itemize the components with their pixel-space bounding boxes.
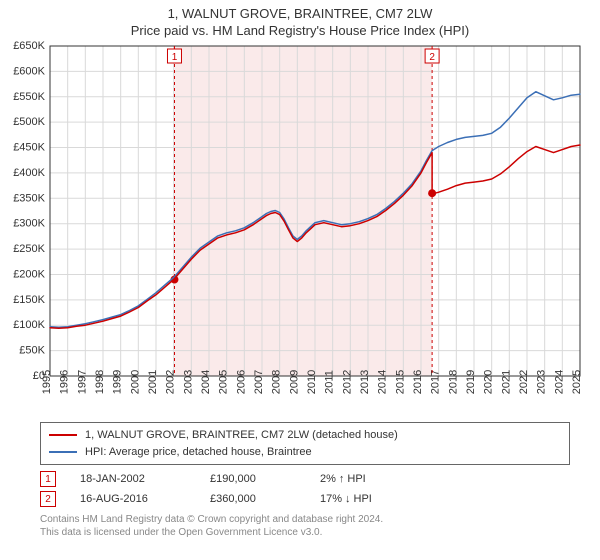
legend-swatch <box>49 434 77 436</box>
svg-text:£50K: £50K <box>19 345 45 357</box>
svg-text:2011: 2011 <box>324 370 336 394</box>
svg-text:£150K: £150K <box>13 294 45 306</box>
svg-text:2017: 2017 <box>430 370 442 394</box>
svg-text:2007: 2007 <box>253 370 265 394</box>
svg-text:1997: 1997 <box>76 370 88 394</box>
price-chart: £0£50K£100K£150K£200K£250K£300K£350K£400… <box>0 38 600 418</box>
svg-text:1996: 1996 <box>59 370 71 394</box>
svg-text:1998: 1998 <box>94 370 106 394</box>
sale-marker-number: 2 <box>40 491 56 507</box>
svg-text:2015: 2015 <box>394 370 406 394</box>
title-address: 1, WALNUT GROVE, BRAINTREE, CM7 2LW <box>0 6 600 21</box>
svg-text:£400K: £400K <box>13 167 45 179</box>
svg-text:2016: 2016 <box>412 370 424 394</box>
svg-text:£350K: £350K <box>13 192 45 204</box>
svg-text:2008: 2008 <box>271 370 283 394</box>
svg-text:£250K: £250K <box>13 243 45 255</box>
legend: 1, WALNUT GROVE, BRAINTREE, CM7 2LW (det… <box>40 422 570 465</box>
svg-text:2003: 2003 <box>182 370 194 394</box>
svg-text:1: 1 <box>172 52 178 63</box>
chart-svg: £0£50K£100K£150K£200K£250K£300K£350K£400… <box>0 38 600 418</box>
legend-item: 1, WALNUT GROVE, BRAINTREE, CM7 2LW (det… <box>49 427 561 444</box>
svg-text:£550K: £550K <box>13 91 45 103</box>
sale-date: 18-JAN-2002 <box>80 473 210 485</box>
svg-text:£300K: £300K <box>13 218 45 230</box>
svg-text:£450K: £450K <box>13 142 45 154</box>
svg-text:2012: 2012 <box>341 370 353 394</box>
svg-text:2021: 2021 <box>500 370 512 394</box>
sale-hpi-diff: 17%↓HPI <box>320 493 372 505</box>
svg-text:2020: 2020 <box>483 370 495 394</box>
sale-records: 1 18-JAN-2002£190,0002%↑HPI 2 16-AUG-2016£3… <box>40 471 570 507</box>
svg-text:2019: 2019 <box>465 370 477 394</box>
svg-text:2018: 2018 <box>447 370 459 394</box>
svg-text:2006: 2006 <box>235 370 247 394</box>
svg-text:£500K: £500K <box>13 116 45 128</box>
legend-item: HPI: Average price, detached house, Brai… <box>49 444 561 461</box>
svg-text:2022: 2022 <box>518 370 530 394</box>
arrow-down-icon: ↓ <box>345 493 351 505</box>
arrow-up-icon: ↑ <box>339 473 345 485</box>
svg-text:2014: 2014 <box>377 370 389 394</box>
svg-text:£650K: £650K <box>13 40 45 52</box>
svg-text:2005: 2005 <box>218 370 230 394</box>
svg-text:2025: 2025 <box>571 370 583 394</box>
sale-date: 16-AUG-2016 <box>80 493 210 505</box>
svg-text:£200K: £200K <box>13 268 45 280</box>
svg-text:2023: 2023 <box>536 370 548 394</box>
footer-copyright: Contains HM Land Registry data © Crown c… <box>40 513 570 526</box>
sale-price: £360,000 <box>210 493 320 505</box>
svg-text:2002: 2002 <box>165 370 177 394</box>
svg-text:1995: 1995 <box>41 370 53 394</box>
svg-text:£100K: £100K <box>13 319 45 331</box>
sale-hpi-diff: 2%↑HPI <box>320 473 366 485</box>
svg-text:2009: 2009 <box>288 370 300 394</box>
svg-text:2013: 2013 <box>359 370 371 394</box>
svg-text:2001: 2001 <box>147 370 159 394</box>
svg-text:2024: 2024 <box>553 370 565 394</box>
sale-marker-number: 1 <box>40 471 56 487</box>
svg-text:2010: 2010 <box>306 370 318 394</box>
sale-row: 1 18-JAN-2002£190,0002%↑HPI <box>40 471 570 487</box>
svg-text:1999: 1999 <box>112 370 124 394</box>
footer: Contains HM Land Registry data © Crown c… <box>40 513 570 539</box>
sale-price: £190,000 <box>210 473 320 485</box>
svg-text:£600K: £600K <box>13 65 45 77</box>
footer-licence: This data is licensed under the Open Gov… <box>40 526 570 539</box>
chart-titles: 1, WALNUT GROVE, BRAINTREE, CM7 2LW Pric… <box>0 0 600 38</box>
title-subtitle: Price paid vs. HM Land Registry's House … <box>0 23 600 38</box>
sale-row: 2 16-AUG-2016£360,00017%↓HPI <box>40 491 570 507</box>
svg-text:2004: 2004 <box>200 370 212 394</box>
legend-label: HPI: Average price, detached house, Brai… <box>85 444 312 461</box>
svg-text:2: 2 <box>429 52 435 63</box>
svg-text:2000: 2000 <box>129 370 141 394</box>
legend-swatch <box>49 451 77 453</box>
legend-label: 1, WALNUT GROVE, BRAINTREE, CM7 2LW (det… <box>85 427 398 444</box>
